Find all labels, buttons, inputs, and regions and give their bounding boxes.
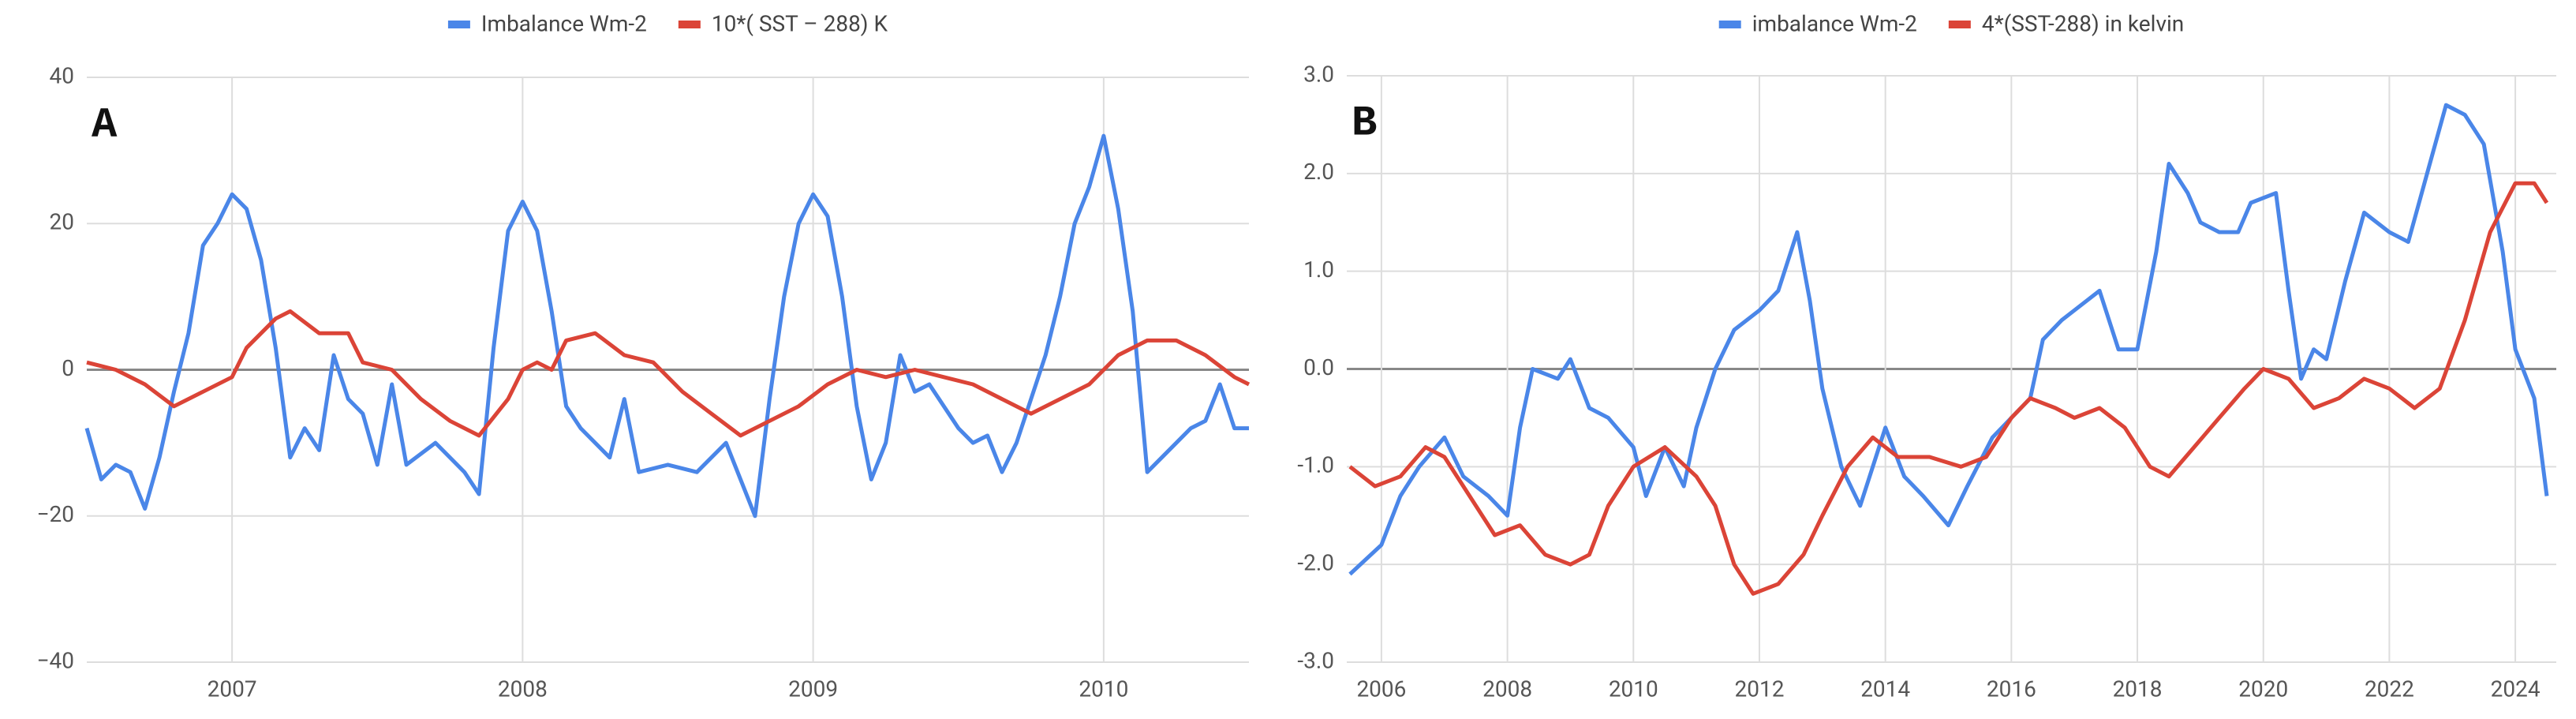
legend-label: Imbalance Wm-2 [481,10,647,36]
series-line [1348,181,2549,596]
x-tick-label: 2010 [1609,676,1658,702]
legend-label: 10*( SST – 288) K [712,10,888,36]
legend-swatch [447,21,470,28]
y-tick-label: -3.0 [1297,647,1334,673]
x-tick-label: 2018 [2113,676,2163,702]
series-line [84,133,1249,519]
y-tick-label: -2.0 [1297,550,1334,576]
legend-swatch [678,21,701,28]
y-tick-label: -1.0 [1297,452,1334,478]
x-tick-label: 2022 [2365,676,2414,702]
legend-label: imbalance Wm-2 [1752,10,1917,36]
series-line [86,309,1251,438]
x-tick-label: 2006 [1356,676,1406,702]
x-tick-label: 2016 [1987,676,2036,702]
x-tick-label: 2008 [1482,676,1532,702]
chart-panel: -3.0 -2.0 -1.0 0.0 1.0 2.0 3.0 2006 2008 2010 2012… [1297,10,2556,702]
x-tick-label: 2012 [1735,676,1785,702]
y-tick-label: −20 [37,501,74,527]
y-tick-label: 2.0 [1303,159,1334,185]
y-tick-label: 0 [62,355,74,381]
y-tick-label: 3.0 [1303,61,1334,87]
legend-label: 4*(SST-288) in kelvin [1982,10,2184,36]
x-tick-label: 2007 [208,676,257,702]
y-tick-label: 20 [50,209,74,235]
y-tick-label: 1.0 [1303,257,1334,283]
legend: Imbalance Wm-2 10*( SST – 288) K [447,10,888,36]
y-tick-label: 40 [50,62,74,88]
panel-label: A [92,101,118,149]
chart-panel: −40 −20 0 20 40 2007 2008 2009 2010 A Imbalance Wm… [37,10,1251,702]
x-tick-label: 2020 [2238,676,2288,702]
legend: imbalance Wm-2 4*(SST-288) in kelvin [1718,10,2184,36]
x-tick-label: 2014 [1860,676,1910,702]
legend-swatch [1718,21,1741,28]
x-tick-label: 2010 [1079,676,1128,702]
x-tick-label: 2009 [788,676,838,702]
y-tick-label: −40 [37,647,74,673]
y-tick-label: 0.0 [1303,354,1334,380]
series-line [1348,103,2549,576]
x-tick-label: 2024 [2491,676,2540,702]
x-tick-label: 2008 [498,676,548,702]
legend-swatch [1948,21,1971,28]
panel-label: B [1352,99,1377,148]
